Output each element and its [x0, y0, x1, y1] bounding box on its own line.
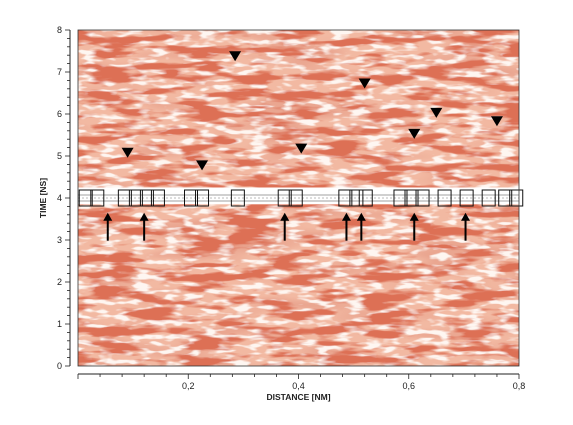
- y-axis-title: TIME [NS]: [38, 178, 48, 218]
- interface-box: [277, 189, 292, 207]
- y-tick-label: 5: [57, 151, 62, 161]
- arrow-head: [139, 212, 149, 221]
- interface-box: [128, 189, 143, 207]
- y-tick-label: 0: [57, 361, 62, 371]
- interface-box: [459, 189, 474, 207]
- arrow-head: [280, 212, 290, 221]
- down-triangle-marker: [229, 51, 242, 62]
- arrow-head: [103, 212, 113, 221]
- band-background: [78, 187, 519, 205]
- plot-frame: [77, 29, 520, 367]
- interface-box: [288, 189, 303, 207]
- down-triangle-marker: [358, 78, 371, 89]
- arrow-head: [461, 212, 471, 221]
- interface-box: [498, 189, 513, 207]
- interface-box: [150, 189, 165, 207]
- interface-box: [415, 189, 430, 207]
- x-tick-label: 0,6: [402, 381, 415, 391]
- down-triangle-marker: [430, 107, 443, 118]
- y-tick-label: 2: [57, 277, 62, 287]
- arrow-head: [341, 212, 351, 221]
- down-triangle-marker: [408, 128, 421, 139]
- x-tick-label: 0,2: [182, 381, 195, 391]
- up-arrow: [139, 212, 149, 241]
- down-triangle-marker: [121, 147, 134, 158]
- down-triangle-marker: [196, 160, 209, 171]
- up-arrow: [103, 212, 113, 241]
- interface-box: [338, 189, 353, 207]
- interface-box: [90, 189, 105, 207]
- up-arrow: [341, 212, 351, 241]
- y-tick-label: 1: [57, 319, 62, 329]
- arrow-head: [409, 212, 419, 221]
- y-tick-label: 7: [57, 67, 62, 77]
- interface-box: [78, 189, 93, 207]
- down-triangle-marker: [295, 143, 308, 154]
- interface-box: [184, 189, 199, 207]
- x-axis-title: DISTANCE [NM]: [266, 392, 330, 402]
- up-arrow: [280, 212, 290, 241]
- interface-box: [349, 189, 364, 207]
- interface-box: [358, 189, 373, 207]
- interface-box: [481, 189, 496, 207]
- interface-box: [195, 189, 210, 207]
- y-tick-label: 6: [57, 109, 62, 119]
- interface-box: [139, 189, 154, 207]
- y-tick-label: 8: [57, 25, 62, 35]
- interface-box: [117, 189, 132, 207]
- down-triangle-marker: [490, 116, 503, 127]
- axes: 0,2 0,4 0,6 0,8 0 1 2 3 4 5 6 7 8: [57, 25, 525, 391]
- interface-box: [230, 189, 245, 207]
- interface-band: [78, 187, 524, 207]
- up-arrow: [356, 212, 366, 241]
- y-tick-label: 4: [57, 193, 62, 203]
- interface-box: [404, 189, 419, 207]
- interface-box: [393, 189, 408, 207]
- interface-box: [437, 189, 452, 207]
- y-tick-label: 3: [57, 235, 62, 245]
- x-tick-label: 0,8: [513, 381, 526, 391]
- up-arrow: [461, 212, 471, 241]
- x-tick-label: 0,4: [292, 381, 305, 391]
- markers: [103, 51, 503, 241]
- up-arrow: [409, 212, 419, 241]
- arrow-head: [356, 212, 366, 221]
- interface-box: [509, 189, 524, 207]
